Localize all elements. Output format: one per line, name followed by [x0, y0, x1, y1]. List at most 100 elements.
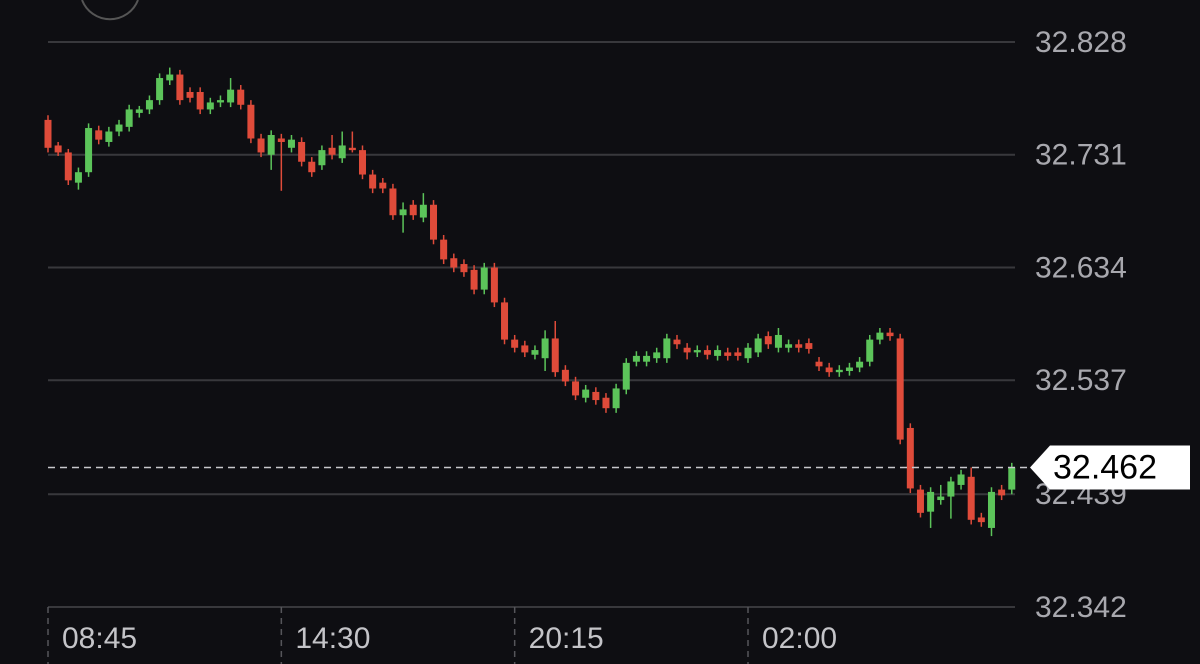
- candle-body: [602, 397, 610, 409]
- grid: [47, 41, 1015, 664]
- candle-body: [521, 345, 529, 353]
- candle-body: [866, 339, 874, 362]
- candle-body: [379, 182, 387, 189]
- candle-body: [419, 204, 427, 218]
- candle-body: [105, 131, 113, 142]
- candle-body: [216, 100, 224, 103]
- y-tick-label: 32.634: [1035, 251, 1127, 284]
- labels: 32.82832.73132.63432.53732.43932.34208:4…: [48, 26, 1190, 655]
- last-price-label: 32.462: [1053, 448, 1157, 486]
- candle-body: [663, 338, 671, 359]
- candle-body: [186, 91, 194, 98]
- candle-body: [206, 102, 214, 110]
- candle-body: [612, 388, 620, 409]
- x-tick-label: 14:30: [295, 622, 370, 655]
- candle-body: [825, 367, 833, 373]
- x-tick-label: 08:45: [62, 622, 137, 655]
- candle-body: [947, 481, 955, 497]
- candle-body: [257, 138, 265, 153]
- y-tick-label: 32.828: [1035, 26, 1127, 59]
- candle-body: [501, 302, 509, 340]
- candle-body: [957, 474, 965, 485]
- candle-body: [369, 174, 377, 189]
- candle-body: [927, 491, 935, 512]
- candle-body: [622, 362, 630, 390]
- candle-body: [389, 188, 397, 216]
- candle-body: [592, 391, 600, 401]
- candle-body: [785, 344, 793, 348]
- candle-body: [328, 147, 336, 155]
- candle-body: [734, 352, 742, 356]
- candle-body: [277, 138, 285, 142]
- candle-body: [64, 152, 72, 181]
- candle-body: [856, 361, 864, 368]
- candle-body: [876, 332, 884, 340]
- candle-body: [115, 124, 123, 132]
- candle-body: [987, 491, 995, 528]
- candle-body: [348, 147, 356, 151]
- candle-body: [774, 334, 782, 348]
- candle-body: [977, 517, 985, 523]
- y-tick-label: 32.537: [1035, 364, 1127, 397]
- candle-body: [430, 204, 438, 240]
- candles: [44, 67, 1016, 537]
- candle-body: [754, 338, 762, 353]
- candle-body: [399, 209, 407, 216]
- candle-body: [886, 332, 894, 337]
- candle-body: [287, 139, 295, 148]
- candle-body: [44, 119, 52, 148]
- candle-body: [247, 104, 255, 139]
- candle-body: [176, 74, 184, 101]
- candle-body: [632, 355, 640, 362]
- icon-edge: [81, 0, 139, 21]
- candle-body: [572, 381, 580, 396]
- y-tick-label: 32.731: [1035, 139, 1127, 172]
- candle-body: [338, 145, 346, 159]
- candle-body: [308, 161, 316, 173]
- candle-body: [561, 369, 569, 382]
- candle-body: [196, 91, 204, 110]
- candle-body: [896, 338, 904, 440]
- candle-body: [237, 89, 245, 105]
- candle-body: [460, 264, 468, 273]
- candle-body: [511, 339, 519, 348]
- y-tick-label: 32.342: [1035, 591, 1127, 624]
- candle-body: [440, 239, 448, 260]
- candle-body: [835, 369, 843, 373]
- candle-body: [582, 389, 590, 398]
- candle-body: [643, 355, 651, 362]
- candle-body: [490, 267, 498, 303]
- candle-body: [125, 109, 133, 127]
- candle-body: [135, 109, 143, 113]
- candle-body: [470, 269, 478, 290]
- candle-body: [673, 339, 681, 345]
- candle-body: [683, 347, 691, 353]
- candle-body: [409, 204, 417, 216]
- candle-body: [318, 150, 326, 166]
- candle-body: [54, 145, 62, 153]
- candle-body: [298, 141, 306, 162]
- x-tick-label: 02:00: [762, 622, 837, 655]
- candle-body: [967, 476, 975, 520]
- candle-body: [744, 347, 752, 359]
- candle-body: [693, 350, 701, 353]
- candle-body: [805, 343, 813, 349]
- candle-body: [1008, 467, 1016, 490]
- candle-body: [95, 130, 103, 140]
- candle-body: [85, 128, 93, 173]
- candle-body: [998, 489, 1006, 496]
- candle-body: [795, 344, 803, 348]
- candle-body: [724, 352, 732, 356]
- candle-body: [703, 350, 711, 355]
- candle-body: [74, 172, 82, 183]
- candle-body: [906, 427, 914, 489]
- x-tick-label: 20:15: [529, 622, 604, 655]
- candle-body: [845, 367, 853, 372]
- last-price-tag: [1030, 445, 1190, 490]
- candle-body: [714, 350, 722, 356]
- candle-body: [156, 78, 164, 101]
- candle-body: [145, 100, 153, 110]
- candle-body: [916, 489, 924, 513]
- candle-body: [551, 338, 559, 373]
